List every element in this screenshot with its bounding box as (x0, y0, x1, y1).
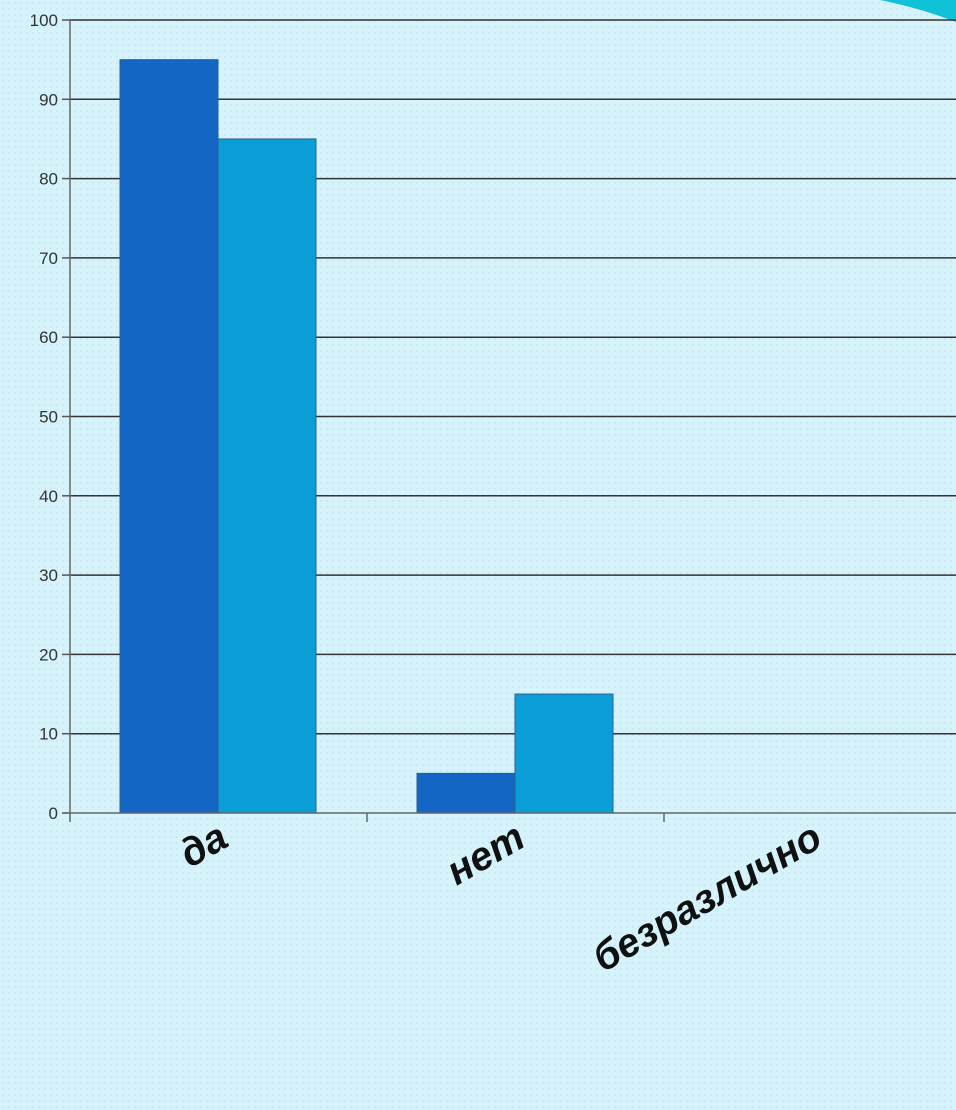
x-category-label: безразлично (586, 815, 829, 981)
x-category-label: да (172, 815, 235, 877)
corner-accent (880, 0, 956, 22)
y-tick-label: 0 (49, 804, 58, 823)
y-tick-label: 90 (39, 90, 58, 109)
y-tick-label: 70 (39, 249, 58, 268)
bar-да-series-2 (217, 138, 317, 814)
y-tick-label: 40 (39, 487, 58, 506)
bar-нет-series-2 (514, 693, 614, 814)
y-tick-label: 50 (39, 408, 58, 427)
y-tick-label: 10 (39, 725, 58, 744)
x-category-label: нет (439, 815, 532, 894)
axes (62, 19, 956, 822)
bar-нет-series-1 (416, 772, 516, 814)
y-tick-label: 30 (39, 566, 58, 585)
y-tick-label: 80 (39, 170, 58, 189)
y-tick-label: 60 (39, 328, 58, 347)
bars (119, 59, 614, 814)
y-tick-label: 100 (30, 11, 58, 30)
y-tick-label: 20 (39, 645, 58, 664)
bar-да-series-1 (119, 59, 219, 814)
